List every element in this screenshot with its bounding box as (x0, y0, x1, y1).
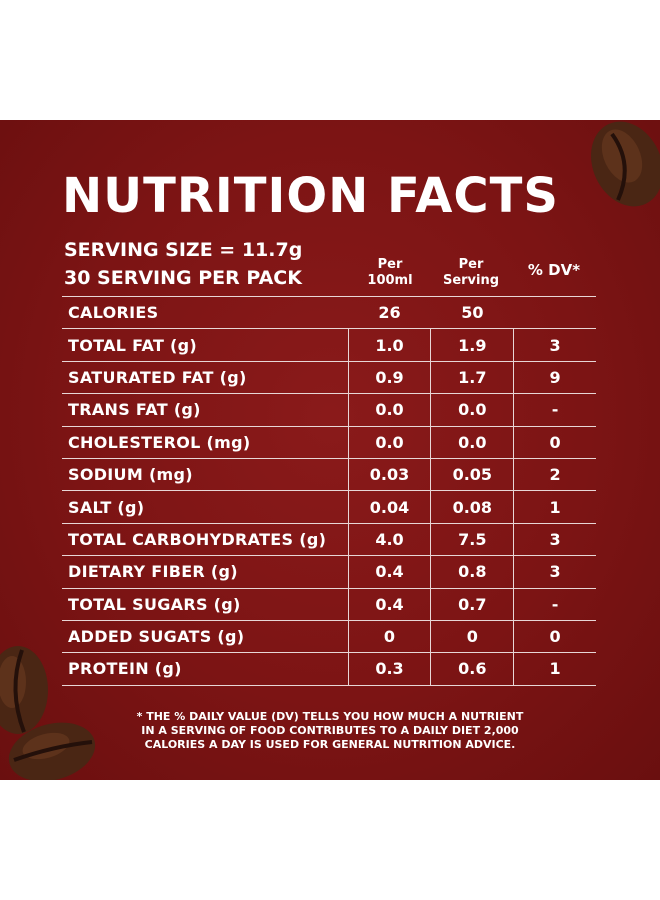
dv-value: 1 (513, 652, 596, 686)
serving-info: SERVING SIZE = 11.7g 30 SERVING PER PACK (64, 236, 302, 292)
dv-value: 9 (513, 360, 596, 394)
per-serving-value: 1.7 (430, 360, 514, 394)
dv-value: - (513, 393, 596, 427)
table-row: ADDED SUGATS (g) 0 0 0 (62, 619, 596, 653)
table-row: SODIUM (mg) 0.03 0.05 2 (62, 457, 596, 491)
table-row: TRANS FAT (g) 0.0 0.0- (62, 393, 596, 427)
nutrition-table: CALORIES 26 50 TOTAL FAT (g) 1.0 1.9 3 SATURATE… (62, 295, 596, 686)
nutrient-label: TOTAL CARBOHYDRATES (g) (62, 522, 349, 556)
nutrient-label: ADDED SUGATS (g) (62, 619, 349, 653)
per-100ml-value: 26 (348, 295, 431, 329)
per-100ml-value: 0 (347, 619, 431, 653)
serving-size: SERVING SIZE = 11.7g (64, 239, 303, 261)
column-header-per-100ml: Per 100ml (367, 257, 413, 288)
nutrient-label: TOTAL FAT (g) (62, 328, 349, 362)
dv-value: 3 (513, 522, 596, 556)
per-serving-value: 0.0 (430, 393, 514, 427)
nutrient-label: TRANS FAT (g) (62, 393, 349, 427)
per-100ml-value: 1.0 (347, 328, 431, 362)
per-100ml-value: 0.9 (347, 360, 431, 394)
column-header-dv: % DV* (527, 261, 581, 279)
nutrient-label: DIETARY FIBER (g) (62, 555, 349, 589)
nutrient-label: SATURATED FAT (g) (62, 360, 349, 394)
per-serving-value: 50 (430, 295, 514, 329)
per-100ml-value: 0.03 (347, 457, 431, 491)
nutrient-label: CALORIES (62, 295, 349, 329)
dv-value: 3 (513, 328, 596, 362)
table-row: TOTAL SUGARS (g) 0.4 0.7- (62, 587, 596, 621)
coffee-bean-icon (8, 722, 96, 780)
per-100ml-value: 0.4 (347, 555, 431, 589)
table-row: TOTAL FAT (g) 1.0 1.9 3 (62, 328, 596, 362)
table-row: TOTAL CARBOHYDRATES (g) 4.0 7.5 3 (62, 522, 596, 556)
per-serving-value: 0 (430, 619, 514, 653)
dv-value: 3 (513, 555, 596, 589)
nutrition-panel: NUTRITION FACTS SERVING SIZE = 11.7g 30 … (0, 120, 660, 780)
dv-value: 1 (513, 490, 596, 524)
per-serving-value: 0.8 (430, 555, 514, 589)
table-row: CALORIES 26 50 (62, 295, 596, 329)
table-row: PROTEIN (g) 0.3 0.6 1 (62, 652, 596, 686)
footnote: * THE % DAILY VALUE (DV) TELLS YOU HOW M… (136, 710, 524, 751)
page-title: NUTRITION FACTS (62, 168, 559, 224)
per-100ml-value: 0.0 (347, 425, 431, 459)
per-serving-value: 0.6 (430, 652, 514, 686)
per-serving-value: 0.05 (430, 457, 514, 491)
per-serving-value: 1.9 (430, 328, 514, 362)
nutrient-label: TOTAL SUGARS (g) (62, 587, 349, 621)
per-serving-value: 7.5 (430, 522, 514, 556)
servings-per-pack: 30 SERVING PER PACK (64, 267, 302, 289)
table-row: CHOLESTEROL (mg) 0.0 0.0 0 (62, 425, 596, 459)
nutrient-label: SODIUM (mg) (62, 457, 349, 491)
dv-value: - (513, 587, 596, 621)
nutrient-label: PROTEIN (g) (62, 652, 349, 686)
per-serving-value: 0.08 (430, 490, 514, 524)
per-serving-value: 0.0 (430, 425, 514, 459)
table-row: DIETARY FIBER (g) 0.4 0.8 3 (62, 555, 596, 589)
table-row: SATURATED FAT (g) 0.9 1.7 9 (62, 360, 596, 394)
per-100ml-value: 0.4 (347, 587, 431, 621)
coffee-bean-icon (591, 121, 660, 207)
nutrient-label: SALT (g) (62, 490, 349, 524)
column-header-per-serving: Per Serving (442, 257, 500, 288)
dv-value: 0 (513, 619, 596, 653)
dv-value (513, 295, 596, 329)
per-serving-value: 0.7 (430, 587, 514, 621)
coffee-bean-icon (0, 646, 48, 734)
per-100ml-value: 0.04 (347, 490, 431, 524)
dv-value: 0 (513, 425, 596, 459)
nutrient-label: CHOLESTEROL (mg) (62, 425, 349, 459)
dv-value: 2 (513, 457, 596, 491)
per-100ml-value: 0.0 (347, 393, 431, 427)
per-100ml-value: 4.0 (347, 522, 431, 556)
table-row: SALT (g) 0.04 0.08 1 (62, 490, 596, 524)
per-100ml-value: 0.3 (347, 652, 431, 686)
